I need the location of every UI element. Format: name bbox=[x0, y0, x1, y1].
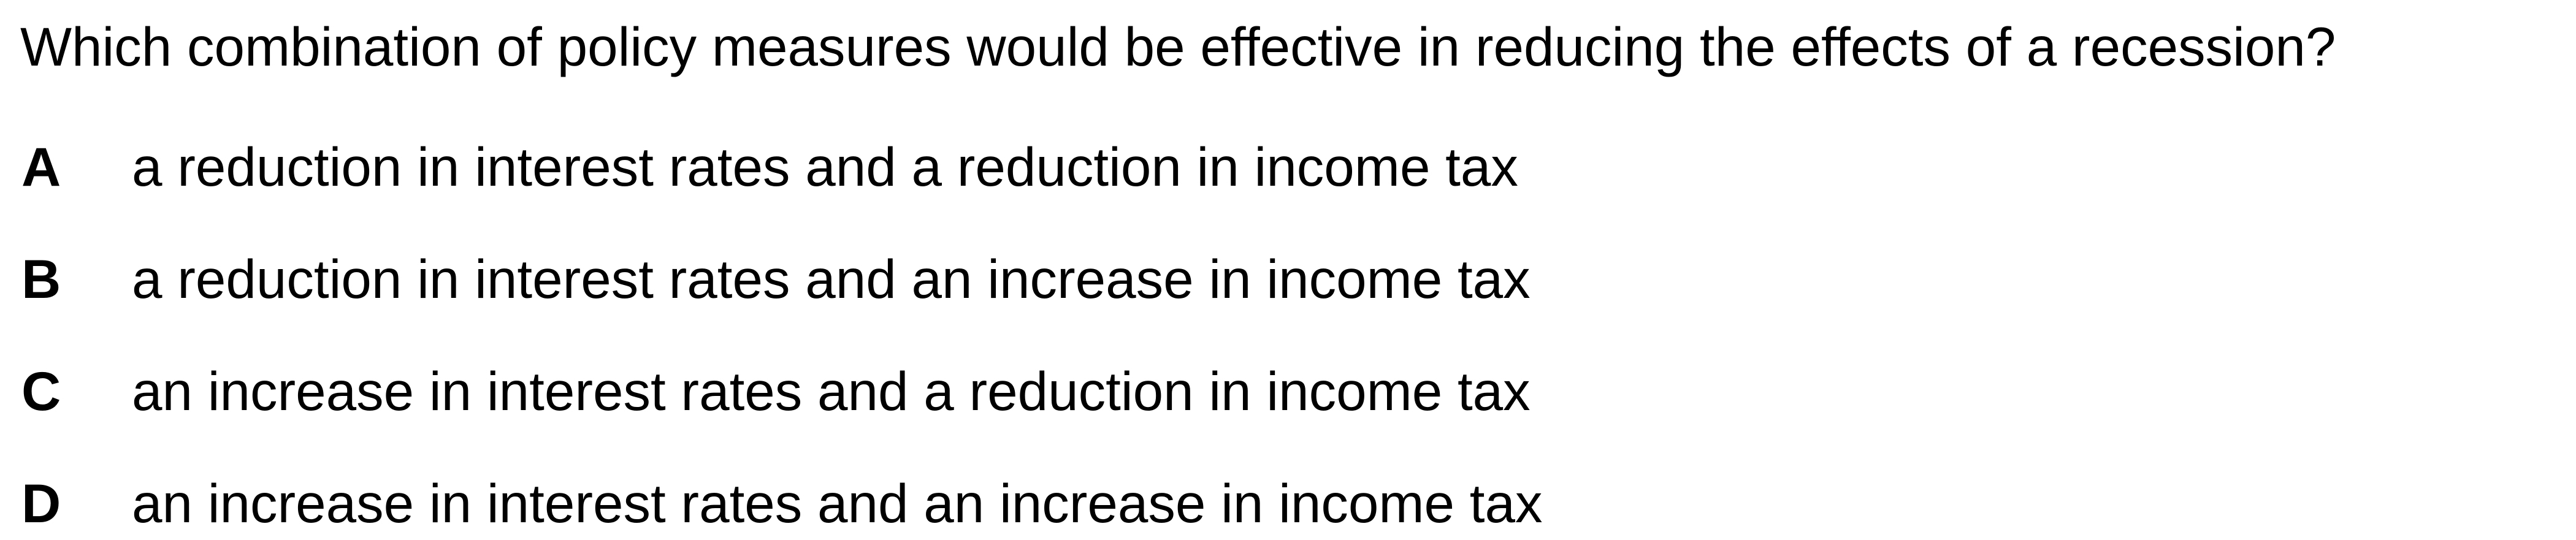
option-a[interactable]: A a reduction in interest rates and a re… bbox=[0, 130, 2576, 203]
option-letter: A bbox=[21, 136, 61, 197]
option-text: a reduction in interest rates and an inc… bbox=[132, 248, 1531, 310]
option-letter: D bbox=[21, 473, 61, 534]
option-letter: B bbox=[21, 248, 61, 310]
option-letter: C bbox=[21, 360, 61, 422]
option-text: an increase in interest rates and an inc… bbox=[132, 473, 1543, 534]
option-text: a reduction in interest rates and a redu… bbox=[132, 136, 1518, 197]
option-b[interactable]: B a reduction in interest rates and an i… bbox=[0, 242, 2576, 316]
option-text: an increase in interest rates and a redu… bbox=[132, 360, 1531, 422]
option-d[interactable]: D an increase in interest rates and an i… bbox=[0, 466, 2576, 540]
option-c[interactable]: C an increase in interest rates and a re… bbox=[0, 354, 2576, 428]
question-text: Which combination of policy measures wou… bbox=[20, 16, 2336, 77]
